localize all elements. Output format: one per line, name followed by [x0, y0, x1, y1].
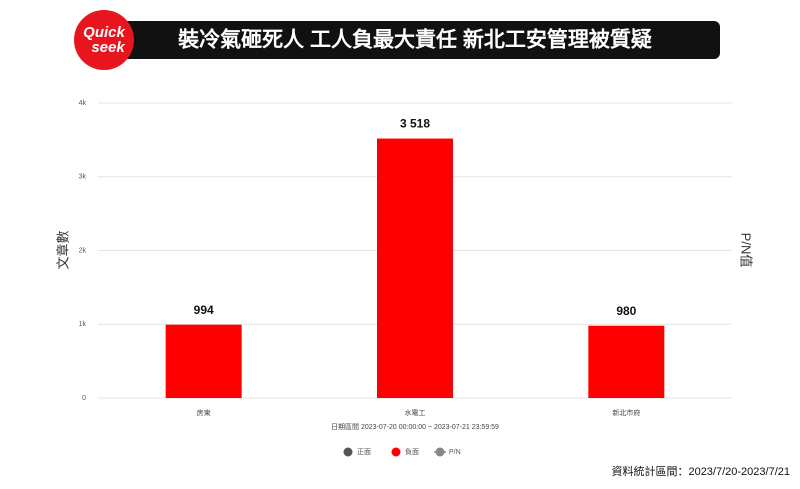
y-tick-label: 4k	[79, 100, 87, 107]
logo-text: Quick	[83, 24, 125, 41]
data-label: 994	[194, 303, 214, 317]
chart-title: 裝冷氣砸死人 工人負最大責任 新北工安管理被質疑	[177, 28, 652, 52]
y-tick-label: 3k	[79, 174, 87, 181]
x-tick-label: 房東	[197, 408, 211, 417]
x-tick-label: 水電工	[405, 408, 426, 417]
logo-badge	[74, 10, 134, 70]
footnote: 資料統計區間：2023/7/20-2023/7/21	[611, 464, 790, 478]
y-tick-label: 2k	[79, 247, 87, 254]
bar	[377, 138, 453, 399]
legend-swatch	[435, 447, 445, 457]
x-tick-label: 新北市府	[612, 408, 640, 417]
data-label: 980	[616, 304, 636, 318]
title-bar	[100, 21, 720, 59]
y2-axis-label: P/N值	[739, 233, 754, 268]
legend-label: 正面	[357, 448, 371, 456]
bar	[165, 324, 242, 398]
bar	[588, 325, 665, 398]
legend-swatch	[343, 447, 353, 457]
x-axis-label: 日期區間 2023-07-20 00:00:00 ~ 2023-07-21 23…	[331, 423, 499, 431]
legend-label: P/N	[449, 449, 461, 456]
legend-swatch	[391, 447, 401, 457]
y-tick-label: 1k	[79, 321, 87, 328]
y-tick-label: 0	[82, 395, 86, 402]
data-label: 3 518	[400, 117, 430, 131]
logo-text: seek	[91, 39, 125, 56]
y-axis-label: 文章數	[55, 230, 70, 269]
legend-label: 負面	[405, 447, 419, 456]
